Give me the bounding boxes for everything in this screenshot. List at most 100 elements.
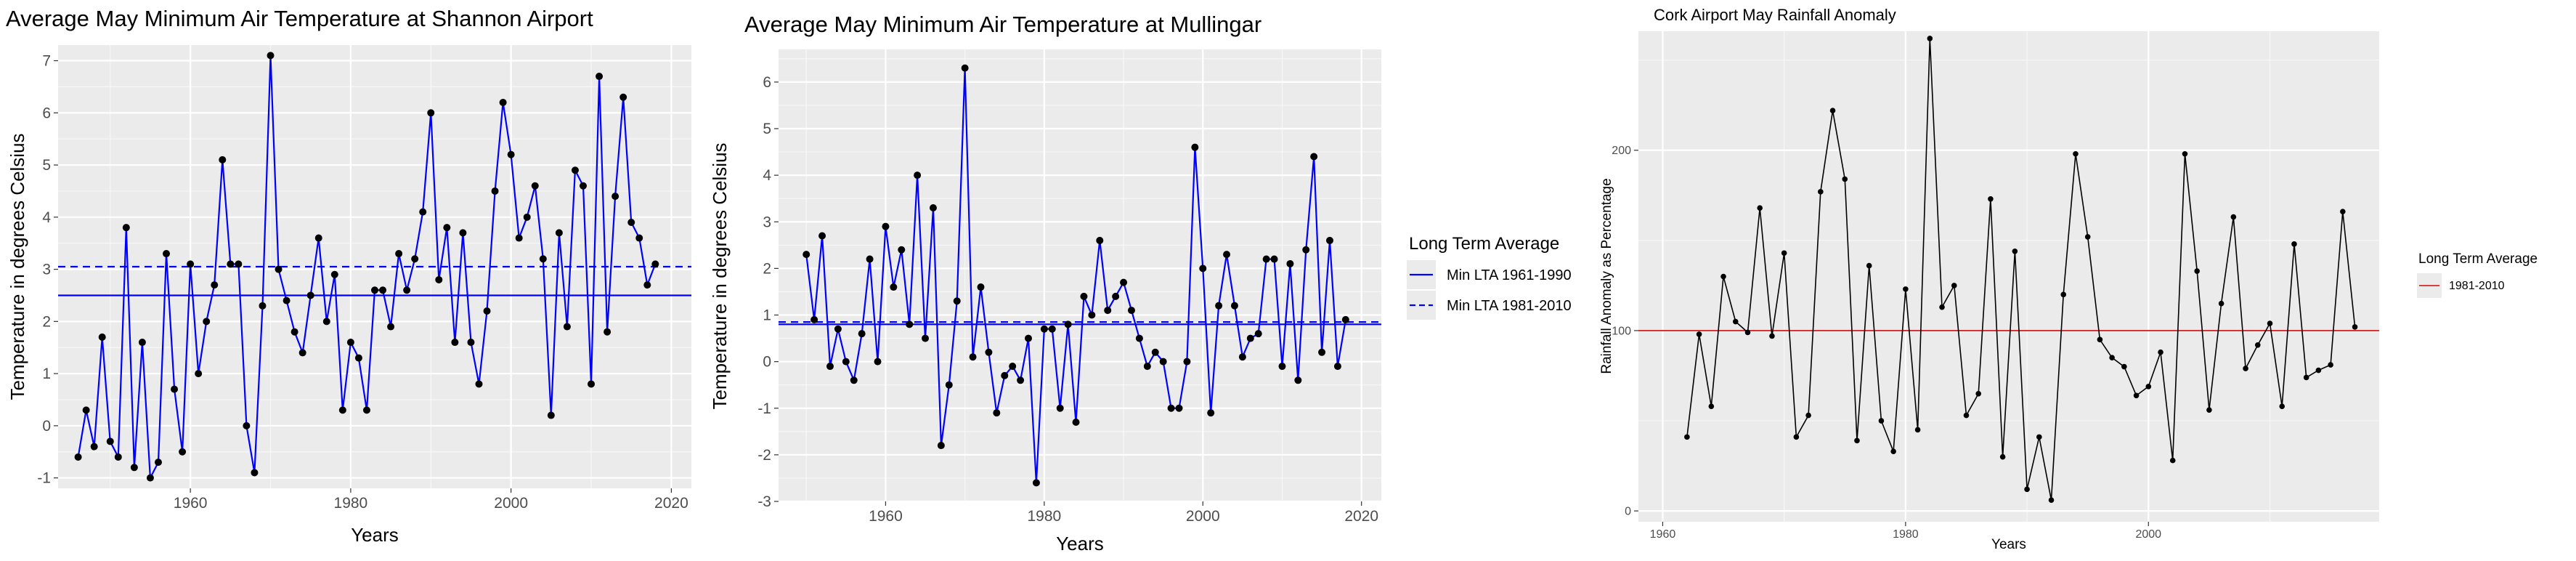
data-point xyxy=(130,464,138,472)
data-point xyxy=(2097,336,2103,343)
data-point xyxy=(451,339,459,347)
data-point xyxy=(882,222,890,230)
data-point xyxy=(179,448,187,456)
y-tick-label: 5 xyxy=(763,121,771,137)
y-tick-label: 2 xyxy=(42,313,51,330)
shannon-gridlines xyxy=(58,45,691,488)
data-point xyxy=(961,64,969,72)
data-point xyxy=(1001,371,1009,379)
data-point xyxy=(1238,353,1246,361)
data-point xyxy=(1708,403,1715,409)
y-tick-label: 0 xyxy=(763,354,771,371)
data-point xyxy=(1246,334,1254,342)
shannon-points xyxy=(74,52,659,482)
data-point xyxy=(1215,302,1223,310)
data-point xyxy=(435,275,443,283)
data-point xyxy=(571,166,579,174)
data-point xyxy=(1254,330,1262,338)
data-point xyxy=(1159,358,1167,366)
data-point xyxy=(227,260,235,268)
cork-y-axis-title: Rainfall Anomaly as Percentage xyxy=(1599,178,1614,374)
shannon-x-ticks: 1960 1980 2000 2020 xyxy=(174,488,688,512)
data-point xyxy=(858,330,866,338)
data-point xyxy=(2073,150,2079,157)
mullingar-y-ticks: -3 -2 -1 0 1 2 3 4 5 6 xyxy=(757,74,779,510)
data-point xyxy=(1143,363,1151,371)
data-point xyxy=(977,283,985,291)
data-point xyxy=(346,339,354,347)
data-point xyxy=(267,52,275,60)
y-tick-label: 0 xyxy=(1625,505,1631,517)
y-tick-label: 4 xyxy=(763,167,771,184)
data-point xyxy=(114,453,122,461)
data-point xyxy=(1310,153,1318,161)
data-point xyxy=(1009,363,1017,371)
data-point xyxy=(491,187,499,195)
data-point xyxy=(195,370,203,378)
data-point xyxy=(588,380,596,388)
data-point xyxy=(890,283,898,291)
data-point xyxy=(2291,241,2297,247)
data-point xyxy=(1854,437,1860,444)
data-point xyxy=(1927,36,1933,41)
data-point xyxy=(2267,320,2273,326)
data-point xyxy=(2048,497,2055,504)
x-tick-label: 1980 xyxy=(334,495,368,512)
data-point xyxy=(275,265,283,273)
data-point xyxy=(1963,412,1970,419)
data-point xyxy=(330,270,338,278)
data-point xyxy=(1326,236,1334,244)
data-point xyxy=(612,193,619,201)
y-tick-label: 6 xyxy=(42,105,51,121)
y-tick-label: 3 xyxy=(763,214,771,230)
data-point xyxy=(1127,307,1135,315)
data-point xyxy=(427,109,435,117)
data-point xyxy=(643,281,651,289)
data-point xyxy=(507,150,515,158)
data-point xyxy=(2352,324,2358,330)
data-point xyxy=(596,73,604,81)
y-tick-label: 2 xyxy=(763,260,771,277)
data-point xyxy=(563,323,571,331)
data-point xyxy=(379,286,387,294)
data-point xyxy=(1696,331,1702,337)
data-point xyxy=(483,307,491,315)
data-point xyxy=(1064,320,1072,328)
data-point xyxy=(531,182,539,190)
data-point xyxy=(211,281,219,289)
data-point xyxy=(523,213,531,221)
data-point xyxy=(2243,366,2248,371)
x-tick-label: 2000 xyxy=(494,495,528,512)
data-point xyxy=(1199,265,1207,273)
y-tick-label: -2 xyxy=(757,447,771,464)
mullingar-legend: Long Term Average Min LTA 1961-1990 Min … xyxy=(1407,234,1572,320)
data-point xyxy=(2121,363,2127,370)
data-point xyxy=(1805,412,1811,419)
data-point xyxy=(235,260,243,268)
data-point xyxy=(826,363,834,371)
cork-gridlines xyxy=(1638,31,2379,522)
data-point xyxy=(2012,248,2018,254)
data-point xyxy=(2194,268,2200,274)
x-tick-label: 2020 xyxy=(1344,508,1378,525)
data-point xyxy=(2084,234,2091,240)
data-point xyxy=(1939,304,1945,310)
data-point xyxy=(953,297,961,305)
data-point xyxy=(251,469,259,477)
mullingar-points xyxy=(803,64,1349,487)
cork-legend: Long Term Average 1981-2010 xyxy=(2417,251,2538,298)
data-point xyxy=(306,291,314,299)
data-point xyxy=(1951,283,1957,288)
x-tick-label: 2000 xyxy=(2135,528,2161,541)
data-point xyxy=(1793,434,1800,440)
data-point xyxy=(138,339,146,347)
data-point xyxy=(1207,409,1215,417)
x-tick-label: 1960 xyxy=(869,508,903,525)
data-point xyxy=(106,437,114,445)
data-point xyxy=(475,380,483,388)
shannon-y-axis-title: Temperature in degrees Celsius xyxy=(7,133,28,400)
data-point xyxy=(82,406,90,414)
y-tick-label: 100 xyxy=(1612,325,1631,337)
data-point xyxy=(547,411,555,419)
data-point xyxy=(1866,262,1872,269)
